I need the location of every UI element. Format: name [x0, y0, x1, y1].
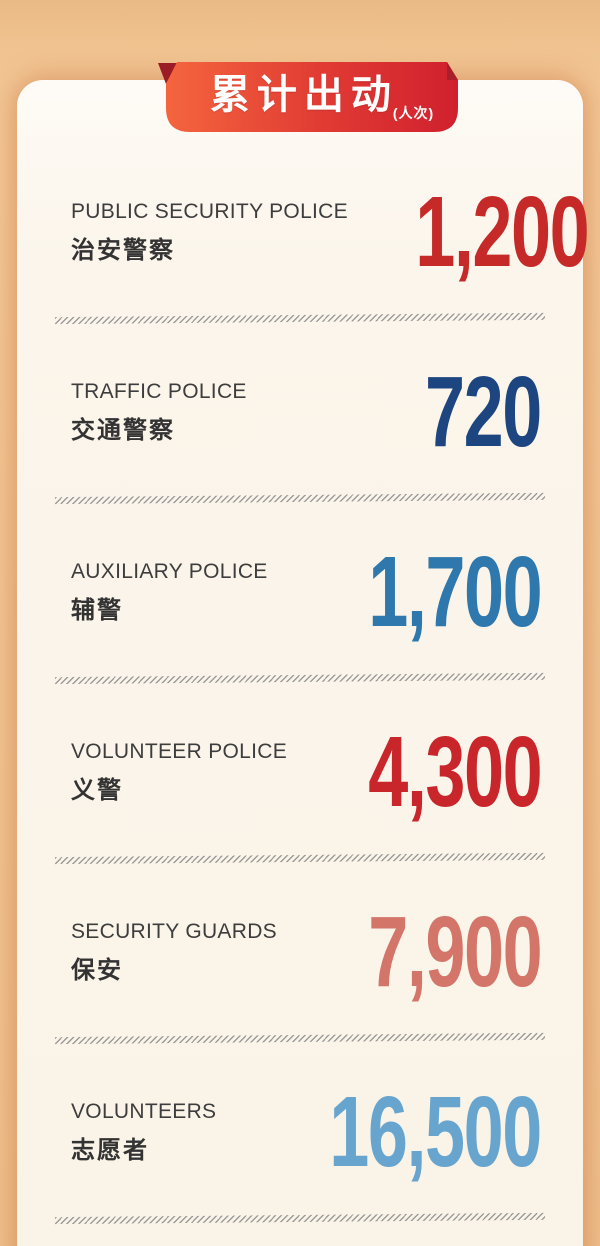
row-label-en: VOLUNTEER POLICE — [71, 739, 288, 763]
table-row: SECURITY GUARDS 保安 7,900 — [17, 862, 583, 1045]
ribbon-shape — [158, 62, 458, 132]
row-value: 4,300 — [368, 716, 542, 828]
row-label-en: TRAFFIC POLICE — [71, 379, 247, 403]
row-label-en: SECURITY GUARDS — [71, 919, 277, 943]
ribbon-fold-left — [158, 63, 177, 84]
header-ribbon: 累计出动 (人次) — [146, 58, 466, 134]
deployment-table: PUBLIC SECURITY POLICE 治安警察 1,200 TRAFFI… — [17, 142, 590, 1225]
row-value: 16,500 — [329, 1076, 542, 1188]
row-label-zh: 保安 — [71, 956, 123, 984]
row-value: 7,900 — [368, 896, 542, 1008]
header-text: 累计出动 (人次) — [162, 58, 482, 132]
row-labels: VOLUNTEER POLICE 义警 — [71, 740, 287, 805]
table-row: VOLUNTEERS 志愿者 16,500 — [17, 1042, 583, 1225]
row-label-zh: 义警 — [71, 776, 123, 804]
row-label-zh: 交通警察 — [71, 416, 175, 444]
content-card: PUBLIC SECURITY POLICE 治安警察 1,200 TRAFFI… — [17, 80, 590, 1246]
row-labels: TRAFFIC POLICE 交通警察 — [71, 380, 247, 445]
row-divider — [54, 1212, 546, 1225]
row-label-zh: 辅警 — [71, 596, 123, 624]
row-value: 1,700 — [368, 536, 542, 648]
unit-label: (人次) — [392, 105, 435, 121]
page-title: 累计出动 — [209, 73, 398, 117]
table-row: VOLUNTEER POLICE 义警 4,300 — [17, 682, 583, 865]
ribbon-band — [166, 62, 458, 132]
table-row: AUXILIARY POLICE 辅警 1,700 — [17, 502, 583, 685]
ribbon-fold-right — [447, 62, 458, 80]
row-labels: AUXILIARY POLICE 辅警 — [71, 560, 268, 625]
row-value: 1,200 — [415, 176, 589, 288]
row-value: 720 — [425, 356, 542, 468]
row-label-zh: 志愿者 — [71, 1136, 149, 1164]
table-row: PUBLIC SECURITY POLICE 治安警察 1,200 — [17, 142, 590, 325]
row-label-en: PUBLIC SECURITY POLICE — [71, 199, 348, 223]
row-label-en: AUXILIARY POLICE — [71, 559, 268, 583]
row-label-zh: 治安警察 — [71, 236, 175, 264]
row-labels: PUBLIC SECURITY POLICE 治安警察 — [71, 200, 348, 265]
row-labels: SECURITY GUARDS 保安 — [71, 920, 277, 985]
row-labels: VOLUNTEERS 志愿者 — [71, 1100, 216, 1165]
table-row: TRAFFIC POLICE 交通警察 720 — [17, 322, 583, 505]
row-label-en: VOLUNTEERS — [71, 1099, 217, 1123]
